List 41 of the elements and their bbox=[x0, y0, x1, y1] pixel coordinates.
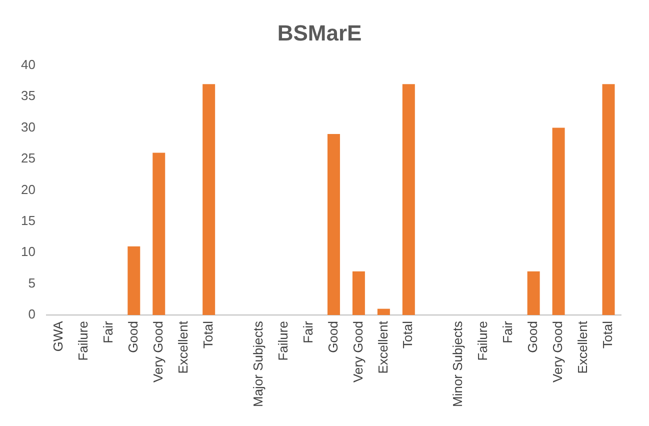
x-tick-label: Very Good bbox=[550, 321, 566, 382]
x-tick-label: Fair bbox=[300, 320, 316, 344]
bar bbox=[602, 84, 615, 316]
x-tick-label: Failure bbox=[275, 321, 290, 361]
x-tick-label: Excellent bbox=[175, 320, 190, 374]
y-tick-label: 30 bbox=[20, 119, 36, 134]
x-tick-label: Good bbox=[325, 321, 340, 353]
x-tick-label: Total bbox=[400, 320, 416, 348]
x-tick-label: Failure bbox=[475, 321, 490, 361]
bar bbox=[402, 84, 415, 316]
bar bbox=[128, 246, 140, 316]
y-tick-label: 15 bbox=[20, 212, 36, 228]
bar bbox=[352, 271, 365, 316]
chart-title: BSMarE bbox=[277, 20, 362, 46]
y-tick-label: 35 bbox=[20, 88, 36, 104]
x-tick-label: Good bbox=[125, 321, 140, 353]
y-tick-label: 40 bbox=[20, 56, 36, 72]
x-tick-label: Total bbox=[200, 320, 216, 348]
bar bbox=[152, 152, 166, 316]
y-tick-label: 5 bbox=[28, 275, 36, 290]
x-tick-label: Very Good bbox=[350, 321, 366, 382]
x-tick-label: GWA bbox=[50, 320, 66, 352]
bar bbox=[377, 308, 390, 316]
y-tick-label: 20 bbox=[20, 182, 36, 197]
x-tick-label: Minor Subjects bbox=[450, 320, 466, 408]
bar bbox=[552, 128, 565, 316]
bar bbox=[202, 84, 216, 316]
y-tick-label: 10 bbox=[20, 244, 36, 260]
x-tick-label: Excellent bbox=[375, 320, 390, 374]
x-tick-label: Total bbox=[600, 320, 616, 348]
x-tick-label: Major Subjects bbox=[250, 320, 266, 408]
x-tick-label: Very Good bbox=[150, 321, 166, 382]
bar bbox=[527, 271, 540, 316]
x-tick-label: Failure bbox=[76, 321, 91, 361]
y-tick-label: 25 bbox=[20, 150, 36, 166]
x-tick-label: Fair bbox=[100, 320, 116, 344]
bar bbox=[327, 134, 340, 316]
x-tick-label: Excellent bbox=[575, 320, 590, 374]
x-tick-label: Fair bbox=[500, 320, 516, 344]
y-tick-label: 0 bbox=[28, 306, 36, 322]
x-tick-label: Good bbox=[525, 321, 540, 353]
